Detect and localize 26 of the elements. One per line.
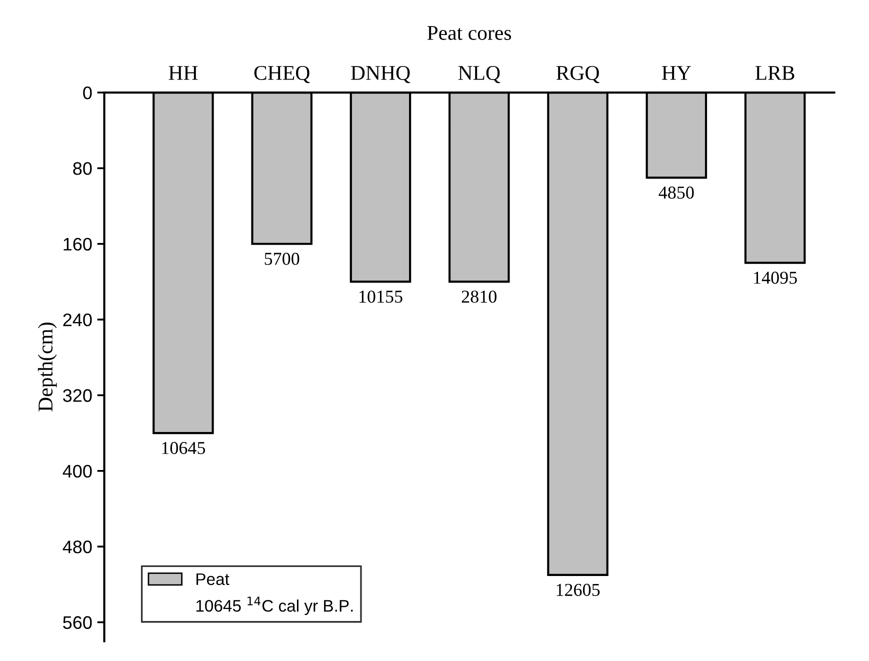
chart-title: Peat cores (427, 26, 512, 40)
legend-label: Peat (196, 573, 230, 586)
annotation: 12605 (556, 584, 600, 596)
annotation: 2810 (462, 290, 496, 303)
x-tick-label: DNHQ (350, 66, 410, 84)
x-tick-label: NLQ (458, 66, 500, 84)
y-tick-label: 320 (63, 389, 92, 402)
annotation: 10155 (360, 290, 402, 303)
y-tick-label: 80 (73, 162, 92, 175)
x-tick-label: LRB (755, 66, 794, 80)
annotation: 5700 (264, 252, 300, 265)
y-tick-label: 240 (63, 313, 92, 326)
y-tick-label: 480 (62, 540, 92, 554)
y-tick-label: 400 (62, 464, 92, 478)
x-tick-label: CHEQ (254, 66, 310, 84)
y-tick-label: 0 (83, 86, 92, 100)
y-axis-title: Depth(cm) (38, 322, 57, 412)
annotation: 4850 (658, 186, 694, 199)
y-tick-label: 560 (63, 616, 92, 629)
x-tick-label: HY (662, 66, 691, 80)
annotation: 14095 (754, 272, 797, 284)
y-tick-label: 160 (64, 238, 92, 251)
x-tick-label: HH (168, 66, 198, 80)
annotation: 10645 $^{14}$C cal yr B.P. (196, 596, 353, 616)
x-tick-label: RGQ (556, 66, 600, 84)
annotation: 10645 (162, 442, 206, 454)
